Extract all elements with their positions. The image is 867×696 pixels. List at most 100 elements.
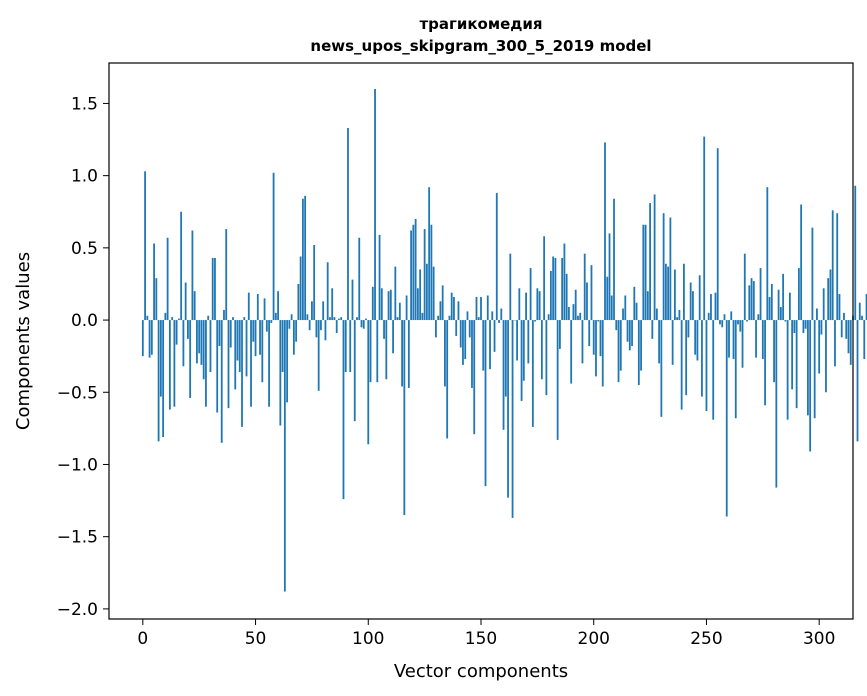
bar	[378, 234, 381, 321]
bar	[734, 320, 737, 419]
bar	[581, 320, 584, 364]
bar	[365, 318, 367, 321]
bar	[809, 320, 812, 452]
x-tick-label: 150	[465, 629, 497, 649]
bar	[146, 315, 149, 321]
bar	[696, 320, 699, 361]
bar	[250, 320, 252, 407]
bar	[816, 308, 818, 321]
bar	[304, 195, 307, 321]
bar	[274, 312, 277, 321]
y-tick-label: −0.5	[57, 383, 98, 403]
bar	[288, 320, 291, 329]
bar	[220, 320, 223, 443]
bar	[520, 320, 523, 401]
x-tick-label: 50	[245, 629, 267, 649]
bar	[297, 283, 300, 321]
bar	[800, 204, 803, 321]
bar	[750, 278, 753, 321]
bar	[322, 301, 325, 321]
bar	[437, 315, 440, 321]
bar	[692, 291, 694, 321]
bar	[270, 320, 273, 323]
bar	[667, 266, 670, 321]
bar	[545, 320, 548, 396]
bar	[200, 320, 203, 365]
bar	[263, 298, 266, 321]
bar	[599, 320, 602, 357]
bar	[245, 320, 248, 377]
bar	[725, 320, 728, 517]
bar	[444, 320, 446, 387]
bar	[207, 315, 210, 321]
bar	[374, 88, 376, 321]
plot-frame	[108, 62, 854, 620]
bar	[658, 320, 661, 364]
bar	[631, 320, 633, 347]
bar	[211, 257, 214, 321]
bar	[189, 320, 192, 399]
bar	[680, 320, 683, 410]
bar	[813, 320, 816, 419]
bar	[150, 320, 153, 355]
bar	[261, 320, 264, 383]
bar	[209, 320, 212, 373]
bar	[326, 262, 329, 321]
bar	[459, 320, 462, 348]
y-tick-label: −2.0	[57, 600, 98, 620]
y-axis-ticks: 1.5 1.0 0.5 0.0 −0.5 −1.0 −1.5 −2.0	[57, 94, 109, 620]
bar	[655, 308, 658, 321]
bar	[403, 320, 406, 516]
y-axis-label: Components values	[13, 252, 34, 430]
bar	[491, 311, 494, 321]
bar	[401, 320, 403, 387]
bar	[540, 320, 543, 380]
bar	[468, 320, 471, 338]
bar	[333, 317, 336, 321]
bar	[315, 320, 318, 338]
bar	[705, 320, 708, 412]
bar	[707, 312, 710, 321]
bar	[414, 218, 417, 321]
bar	[232, 317, 234, 321]
bar	[743, 253, 746, 321]
bar	[504, 320, 507, 397]
bar	[144, 171, 146, 321]
bar	[635, 302, 638, 321]
bar	[356, 317, 358, 321]
bar	[836, 213, 839, 321]
bar	[565, 273, 568, 321]
x-tick-label: 100	[352, 629, 384, 649]
bar	[660, 320, 663, 417]
bar	[241, 320, 243, 427]
bar	[529, 268, 532, 321]
bar	[723, 314, 726, 321]
bar	[435, 320, 437, 338]
bar	[290, 314, 293, 321]
bar	[416, 288, 419, 321]
bar	[453, 296, 455, 321]
bar	[829, 269, 832, 321]
bar	[344, 320, 347, 373]
bar	[295, 320, 298, 342]
bar	[475, 296, 478, 321]
bar	[752, 281, 755, 321]
bar	[358, 237, 361, 321]
bar	[527, 320, 530, 364]
bar	[858, 302, 861, 321]
bar	[320, 320, 322, 331]
bar	[610, 295, 613, 321]
bar	[394, 266, 397, 321]
bar	[845, 320, 848, 339]
bar	[854, 185, 857, 321]
y-tick-label: −1.5	[57, 528, 98, 548]
bar	[712, 320, 715, 420]
bar	[398, 302, 401, 321]
bar	[825, 320, 827, 393]
bar	[500, 308, 503, 321]
bar	[579, 312, 582, 321]
bar	[471, 320, 473, 388]
bar	[516, 320, 518, 361]
bar	[843, 312, 845, 321]
bar	[225, 229, 228, 321]
